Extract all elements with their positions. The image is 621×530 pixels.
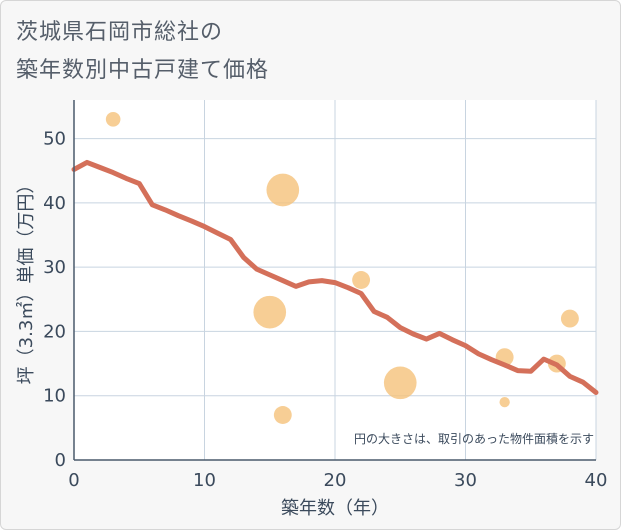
x-tick-label: 10 [193,470,216,491]
x-axis-title: 築年数（年） [281,498,389,519]
transaction-bubble [560,309,579,328]
x-tick-label: 40 [585,470,608,491]
y-tick-labels: 0 10 20 30 40 50 [43,129,66,471]
x-tick-label: 30 [454,470,477,491]
bubble-size-note: 円の大きさは、取引のあった物件面積を示す [354,431,594,446]
average-price-line [71,159,599,395]
y-axis-title: 坪（3.3㎡）単価（万円） [15,176,37,385]
y-tick-label: 0 [55,450,66,471]
x-tick-label: 20 [324,470,347,491]
x-tick-labels: 0 10 20 30 40 [68,470,607,491]
y-tick-label: 30 [43,257,66,278]
axes [73,100,596,461]
transaction-bubble [352,271,371,289]
chart-title-line2: 築年数別中古戸建て価格 [16,58,270,83]
x-tick-label: 0 [68,470,79,491]
gridlines [74,100,597,460]
transaction-bubble [499,396,510,408]
y-tick-label: 50 [43,129,66,150]
y-tick-label: 40 [43,193,66,214]
transaction-bubble [105,111,121,127]
transaction-bubble [253,295,287,329]
transaction-bubble [266,173,300,207]
transaction-bubble [383,366,417,400]
chart-title-line1: 茨城県石岡市総社の [16,20,224,45]
transaction-bubble [273,406,292,424]
transaction-bubbles [105,111,579,424]
y-tick-label: 10 [43,386,66,407]
y-tick-label: 20 [43,321,66,342]
